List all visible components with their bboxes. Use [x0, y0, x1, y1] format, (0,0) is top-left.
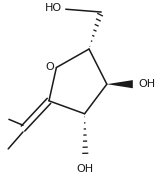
- Text: OH: OH: [77, 164, 94, 174]
- Text: HO: HO: [45, 3, 62, 13]
- Polygon shape: [107, 80, 133, 88]
- Text: O: O: [45, 62, 54, 72]
- Text: OH: OH: [138, 79, 155, 89]
